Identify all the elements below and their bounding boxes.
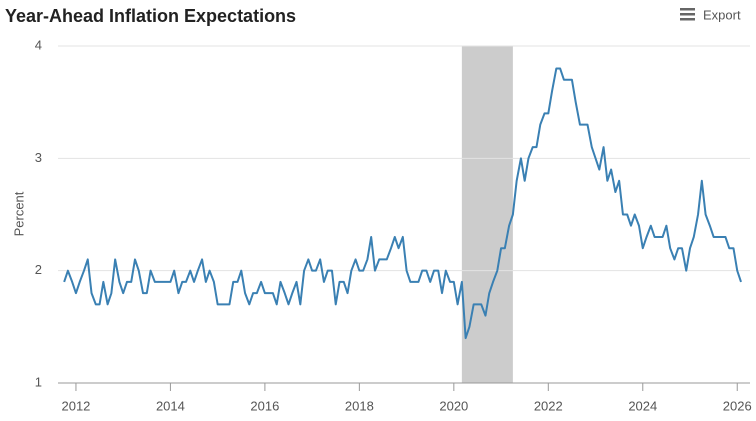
recession-shading [461, 46, 513, 383]
y-tick-label: 2 [35, 262, 42, 277]
y-tick-label: 1 [35, 374, 42, 389]
x-tick-label: 2022 [534, 398, 563, 413]
menu-icon-bar [680, 8, 695, 11]
y-axis-label: Percent [11, 191, 26, 236]
export-button[interactable]: Export [680, 7, 741, 22]
y-tick-label: 3 [35, 150, 42, 165]
menu-icon-bar [680, 18, 695, 21]
export-label[interactable]: Export [703, 7, 741, 22]
chart-title: Year-Ahead Inflation Expectations [5, 6, 296, 26]
y-tick-label: 4 [35, 37, 42, 52]
data-line [63, 67, 742, 340]
x-tick-label: 2012 [61, 398, 90, 413]
menu-icon-bar [680, 13, 695, 16]
x-tick-label: 2016 [250, 398, 279, 413]
x-tick-label: 2018 [345, 398, 374, 413]
x-tick-label: 2020 [439, 398, 468, 413]
x-tick-label: 2026 [723, 398, 752, 413]
x-tick-label: 2024 [628, 398, 657, 413]
x-tick-label: 2014 [156, 398, 185, 413]
